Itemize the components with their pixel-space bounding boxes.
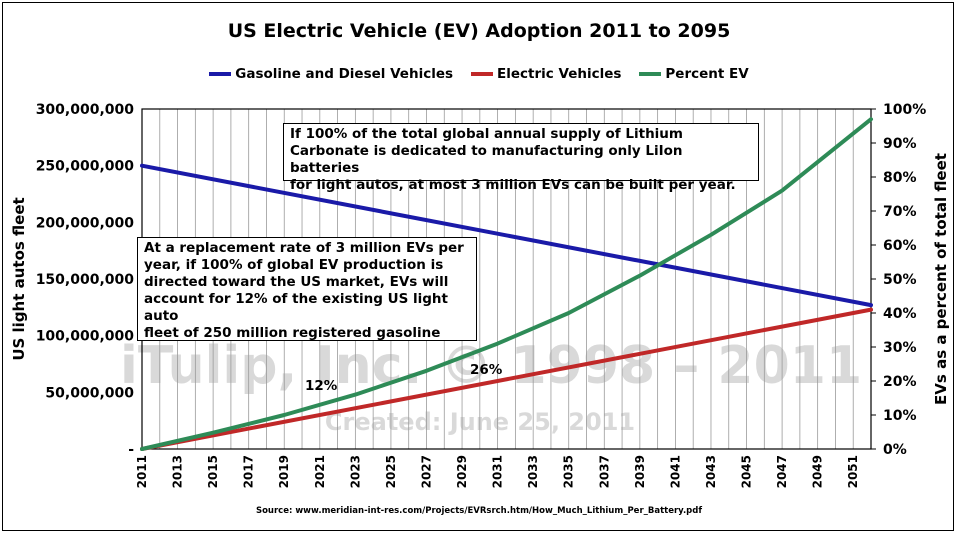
legend-label-gasoline: Gasoline and Diesel Vehicles — [235, 66, 454, 82]
legend-item-gasoline: Gasoline and Diesel Vehicles — [209, 66, 453, 82]
legend: Gasoline and Diesel Vehicles Electric Ve… — [0, 66, 958, 82]
y-tick-label: 200,000,000 — [36, 215, 135, 231]
x-tick-label: 2017 — [242, 455, 256, 488]
x-tick-label: 2047 — [775, 455, 789, 488]
y2-tick-label: 90% — [883, 136, 917, 152]
y-tick-label: - — [128, 442, 134, 458]
series-electric-line — [140, 307, 873, 451]
lithium-supply-note: If 100% of the total global annual suppl… — [283, 123, 759, 193]
legend-swatch-electric — [471, 72, 494, 76]
y2-tick-label: 20% — [883, 374, 917, 390]
x-tick-label: 2041 — [668, 455, 682, 488]
y2-tick-label: 80% — [883, 170, 917, 186]
source-citation: Source: www.meridian-int-res.com/Project… — [255, 506, 703, 516]
x-tick-label: 2035 — [562, 455, 576, 488]
x-tick-label: 2029 — [455, 455, 469, 488]
x-tick-label: 2021 — [313, 455, 327, 488]
y2-tick-label: 60% — [883, 238, 917, 254]
x-tick-label: 2051 — [846, 455, 860, 488]
data-label-12-percent: 12% — [305, 378, 338, 394]
y2-axis-title: EVs as a percent of total fleet — [932, 153, 950, 405]
legend-item-electric: Electric Vehicles — [471, 66, 621, 82]
chart-title: US Electric Vehicle (EV) Adoption 2011 t… — [227, 20, 731, 42]
legend-swatch-gasoline — [209, 72, 232, 76]
y2-tick-label: 30% — [883, 340, 917, 356]
x-tick-label: 2023 — [348, 455, 362, 488]
legend-label-percent-ev: Percent EV — [665, 66, 749, 82]
x-tick-label: 2039 — [633, 455, 647, 488]
y2-tick-label: 10% — [883, 408, 917, 424]
y-tick-label: 50,000,000 — [45, 385, 134, 401]
legend-swatch-percent-ev — [639, 72, 662, 76]
y2-tick-label: 100% — [883, 102, 926, 118]
x-tick-label: 2019 — [277, 455, 291, 488]
legend-label-electric: Electric Vehicles — [497, 66, 622, 82]
x-tick-label: 2037 — [597, 455, 611, 488]
y-tick-label: 100,000,000 — [36, 329, 135, 345]
y2-tick-label: 50% — [883, 272, 917, 288]
y-tick-label: 150,000,000 — [36, 272, 135, 288]
x-tick-label: 2015 — [206, 455, 220, 488]
x-tick-label: 2033 — [526, 455, 540, 488]
y2-tick-label: 0% — [883, 442, 907, 458]
y-tick-label: 300,000,000 — [36, 102, 135, 118]
series-gasoline-diesel-line — [140, 163, 873, 308]
legend-item-percent-ev: Percent EV — [639, 66, 749, 82]
x-tick-label: 2013 — [171, 455, 185, 488]
x-tick-label: 2045 — [740, 455, 754, 488]
y-axis-title: US light autos fleet — [10, 197, 28, 360]
x-tick-label: 2049 — [811, 455, 825, 488]
replacement-rate-note: At a replacement rate of 3 million EVs p… — [137, 237, 477, 341]
x-tick-label: 2025 — [384, 455, 398, 488]
series-percent-ev-line — [140, 117, 873, 451]
y2-tick-label: 70% — [883, 204, 917, 220]
y2-tick-label: 40% — [883, 306, 917, 322]
data-label-26-percent: 26% — [470, 362, 503, 378]
x-tick-label: 2043 — [704, 455, 718, 488]
x-tick-label: 2031 — [491, 455, 505, 488]
x-tick-label: 2027 — [419, 455, 433, 488]
x-tick-label: 2011 — [135, 455, 149, 488]
y-tick-label: 250,000,000 — [36, 159, 135, 175]
